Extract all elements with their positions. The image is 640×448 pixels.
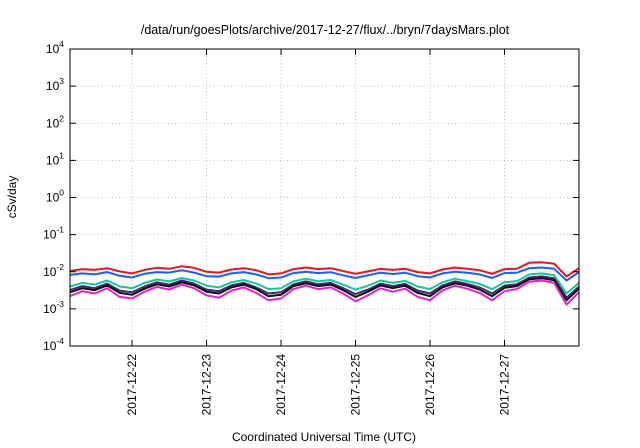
y-tick-exponent: -4 (56, 336, 64, 346)
y-tick-base: 10 (46, 153, 60, 167)
y-tick-label: 102 (46, 113, 64, 130)
y-tick-base: 10 (43, 339, 57, 353)
x-tick-label: 2017-12-24 (274, 354, 288, 416)
x-axis: 2017-12-22 2017-12-23 2017-12-24 2017-12-25… (125, 49, 512, 416)
series-line-2 (69, 266, 580, 282)
series-line-3 (69, 272, 580, 295)
y-tick-label: 100 (46, 188, 64, 205)
y-tick-exponent: 3 (59, 76, 64, 86)
x-tick-label: 2017-12-22 (125, 354, 139, 416)
series-line-5 (69, 277, 580, 302)
y-tick-base: 10 (46, 191, 60, 205)
y-tick-base: 10 (46, 79, 60, 93)
y-axis-label: cSv/day (5, 176, 19, 219)
y-tick-exponent: 4 (59, 39, 64, 49)
y-tick-label: 10-3 (43, 299, 64, 316)
y-tick-exponent: -3 (56, 299, 64, 309)
y-tick-base: 10 (43, 265, 57, 279)
plot-frame (69, 48, 580, 347)
chart-title: /data/run/goesPlots/archive/2017-12-27/f… (141, 23, 510, 37)
y-tick-exponent: -1 (56, 225, 64, 235)
series-line-4 (69, 275, 580, 299)
y-tick-label: 104 (46, 39, 64, 56)
y-tick-label: 101 (46, 150, 64, 167)
y-tick-base: 10 (43, 228, 57, 242)
y-tick-label: 10-1 (43, 225, 64, 242)
y-tick-base: 10 (43, 302, 57, 316)
x-tick-label: 2017-12-23 (200, 354, 214, 416)
y-tick-label: 10-2 (43, 262, 64, 279)
series-lines (69, 261, 580, 306)
y-tick-exponent: 0 (59, 188, 64, 198)
x-tick-label: 2017-12-27 (498, 354, 512, 416)
x-tick-label: 2017-12-26 (423, 354, 437, 416)
y-tick-exponent: 1 (59, 150, 64, 160)
y-tick-base: 10 (46, 42, 60, 56)
x-axis-label: Coordinated Universal Time (UTC) (232, 430, 416, 444)
y-tick-label: 10-4 (43, 336, 64, 353)
series-line-1 (69, 261, 580, 278)
y-tick-base: 10 (46, 116, 60, 130)
series-line-6 (69, 279, 580, 306)
y-tick-label: 103 (46, 76, 64, 93)
y-tick-exponent: 2 (59, 113, 64, 123)
y-tick-exponent: -2 (56, 262, 64, 272)
x-tick-label: 2017-12-25 (349, 354, 363, 416)
grid (70, 49, 579, 346)
